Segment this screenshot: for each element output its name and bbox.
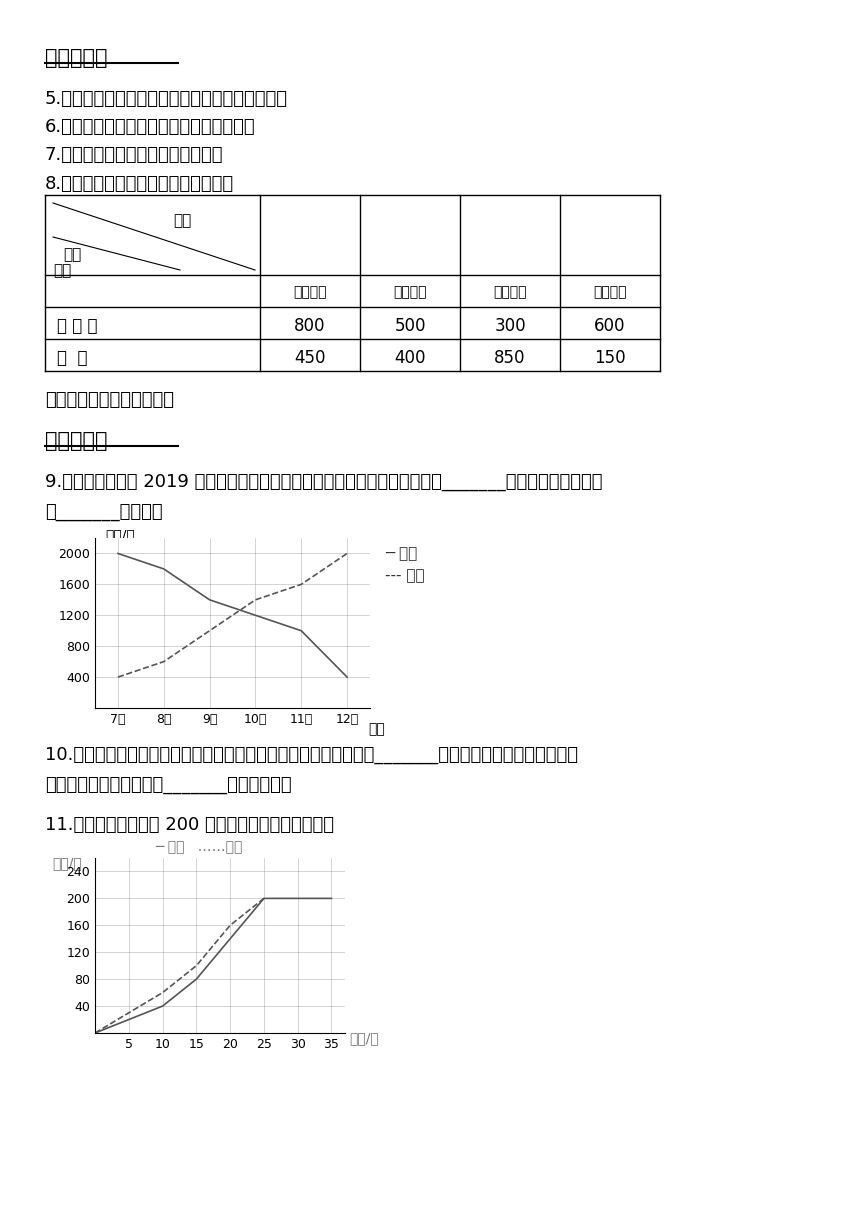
Text: 统计图合并在一起，称为_______折线统计图。: 统计图合并在一起，称为_______折线统计图。 (45, 776, 292, 794)
Text: 第二季度: 第二季度 (393, 285, 427, 299)
Text: 二、判断题: 二、判断题 (45, 47, 108, 68)
Text: 三、填空题: 三、填空题 (45, 430, 108, 451)
Text: 第三季度: 第三季度 (494, 285, 526, 299)
Text: 6.从折线统计图中，不能看出数量的多少。: 6.从折线统计图中，不能看出数量的多少。 (45, 118, 255, 136)
Text: 单位/件: 单位/件 (105, 528, 135, 542)
Text: 电 视 机: 电 视 机 (57, 317, 97, 334)
Text: 5.分析和比较两组数据时要选用复式折线统计图。: 5.分析和比较两组数据时要选用复式折线统计图。 (45, 90, 288, 108)
Text: 300: 300 (494, 317, 525, 334)
Text: 项目: 项目 (53, 263, 71, 278)
Text: 150: 150 (594, 349, 626, 367)
Text: 500: 500 (394, 317, 426, 334)
Text: 月份: 月份 (368, 722, 384, 736)
Text: 600: 600 (594, 317, 626, 334)
Text: 在_______月最大。: 在_______月最大。 (45, 503, 163, 520)
Text: 时间/秒: 时间/秒 (349, 1031, 378, 1045)
Text: ─ 明明   ……亮亮: ─ 明明 ……亮亮 (155, 840, 243, 854)
Text: 400: 400 (394, 349, 426, 367)
Text: --- 衬衫: --- 衬衫 (385, 568, 425, 582)
Text: ─ 毛衣: ─ 毛衣 (385, 546, 417, 561)
Text: 10.为了便于比较，我们常将两个单式条形统计图合并在一起，称为_______条形统计图；将两个单式折线: 10.为了便于比较，我们常将两个单式条形统计图合并在一起，称为_______条形… (45, 745, 578, 764)
Text: 11.下面是明明和亮亮 200 米赛跑情况的折线统计图。: 11.下面是明明和亮亮 200 米赛跑情况的折线统计图。 (45, 816, 334, 834)
Text: 450: 450 (294, 349, 326, 367)
Text: 路程/米: 路程/米 (52, 856, 82, 869)
Text: 空  调: 空 调 (57, 349, 88, 367)
Text: 850: 850 (494, 349, 525, 367)
Text: 第一季度: 第一季度 (293, 285, 327, 299)
Text: 台数: 台数 (63, 247, 81, 261)
Text: 第四季度: 第四季度 (593, 285, 627, 299)
Text: 电视机第四季度的销量最高: 电视机第四季度的销量最高 (45, 392, 174, 409)
Text: 季度: 季度 (173, 213, 191, 229)
Text: 8.商场去年电视、空调销售情况统计表: 8.商场去年电视、空调销售情况统计表 (45, 175, 234, 193)
Text: 800: 800 (294, 317, 326, 334)
Text: 7.从折线统计图上看不出具体的数值: 7.从折线统计图上看不出具体的数值 (45, 146, 224, 164)
Text: 9.下图是永丰超市 2019 年下半年毛衣和衬衫销售情况统计图。毛衣销售量在_______月最大，衬衫销售量: 9.下图是永丰超市 2019 年下半年毛衣和衬衫销售情况统计图。毛衣销售量在__… (45, 473, 603, 491)
